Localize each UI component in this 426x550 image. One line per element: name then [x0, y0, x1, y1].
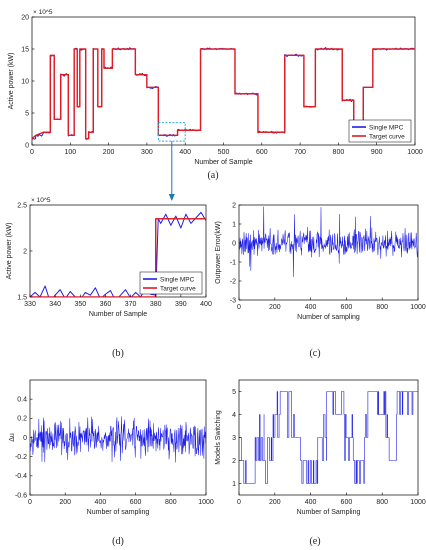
y-tick-label: -0.6 — [15, 492, 27, 499]
axis-exponent-label: × 10^5 — [33, 9, 53, 16]
x-tick-label: 0 — [237, 304, 241, 311]
x-tick-label: 380 — [150, 301, 162, 308]
x-tick-label: 1000 — [410, 499, 426, 506]
panel-b-chart: 330 340 350 360 370 380 390 400 1.5 2 2.5 Number of… — [6, 197, 212, 318]
x-tick-label: 200 — [269, 304, 281, 311]
y-tick-label: 1 — [232, 481, 236, 488]
panel-label-e: (e) — [309, 536, 320, 547]
panel-label-d: (d) — [112, 536, 124, 547]
y-tick-label: 20 — [21, 14, 29, 21]
target-curve-line — [32, 48, 415, 140]
y-axis-label: Active power (kW) — [8, 53, 15, 110]
error-series-line — [239, 206, 418, 277]
y-tick-label: 0.4 — [17, 397, 27, 404]
x-tick-label: 600 — [341, 499, 353, 506]
y-tick-label: 5 — [232, 389, 236, 396]
y-tick-label: 0 — [232, 240, 236, 247]
y-tick-label: 1 — [232, 221, 236, 228]
x-tick-label: 350 — [74, 301, 86, 308]
panel-d-chart: 0 200 400 600 800 1000 -0.6 -0.4 -0.2 0 0.2 0.4 Numb… — [9, 379, 214, 516]
x-tick-label: 400 — [305, 499, 317, 506]
plot-area — [238, 204, 419, 301]
plot-area — [238, 379, 419, 496]
panel-a-chart: 0 100 200 300 400 500 600 700 800 900 1000 0 5 10 15 20… — [8, 9, 423, 166]
x-tick-label: 1000 — [410, 304, 426, 311]
y-tick-label: -2 — [230, 278, 236, 285]
x-axis-label: Number of sampling — [297, 314, 360, 321]
x-tick-label: 600 — [130, 499, 142, 506]
x-tick-label: 300 — [141, 149, 153, 156]
x-axis-label: Number of sampling — [87, 509, 150, 516]
model-switching-line — [239, 391, 418, 484]
y-tick-label: -0.4 — [15, 473, 27, 480]
x-tick-label: 200 — [269, 499, 281, 506]
x-tick-label: 700 — [294, 149, 306, 156]
y-axis-label: Active power (kW) — [6, 223, 13, 280]
y-tick-label: 15 — [21, 46, 29, 53]
x-tick-label: 0 — [30, 149, 34, 156]
panel-label-a: (a) — [207, 170, 218, 181]
x-tick-label: 600 — [341, 304, 353, 311]
x-axis-label: Number of Sample — [89, 311, 147, 318]
x-tick-label: 0 — [28, 499, 32, 506]
legend-label: Target curve — [160, 285, 196, 292]
x-axis-label: Number of Sampling — [297, 509, 361, 516]
x-tick-label: 390 — [175, 301, 187, 308]
x-tick-label: 800 — [333, 149, 345, 156]
zoom-arrow-head — [168, 194, 175, 201]
x-tick-label: 600 — [256, 149, 268, 156]
panel-label-c: (c) — [309, 348, 320, 359]
y-tick-label: 4 — [232, 412, 236, 419]
y-tick-label: 0.2 — [17, 416, 27, 423]
y-tick-label: 5 — [25, 110, 29, 117]
x-tick-label: 400 — [95, 499, 107, 506]
x-tick-label: 900 — [371, 149, 383, 156]
x-tick-label: 0 — [237, 499, 241, 506]
x-tick-label: 200 — [59, 499, 71, 506]
x-tick-label: 100 — [64, 149, 76, 156]
x-tick-label: 800 — [376, 304, 388, 311]
y-axis-label: Δu — [9, 433, 16, 442]
y-tick-label: -3 — [230, 297, 236, 304]
y-tick-label: 2 — [23, 248, 27, 255]
x-tick-label: 1000 — [407, 149, 423, 156]
single-mpc-line — [30, 211, 206, 297]
y-tick-label: 10 — [21, 78, 29, 85]
y-tick-label: 0 — [25, 142, 29, 149]
y-tick-label: 2 — [232, 202, 236, 209]
y-tick-label: -0.2 — [15, 454, 27, 461]
y-tick-label: 0 — [23, 435, 27, 442]
x-tick-label: 360 — [100, 301, 112, 308]
x-tick-label: 400 — [200, 301, 212, 308]
x-tick-label: 800 — [376, 499, 388, 506]
x-tick-label: 200 — [103, 149, 115, 156]
x-tick-label: 400 — [179, 149, 191, 156]
zoom-box — [157, 122, 186, 142]
y-tick-label: 2.5 — [17, 202, 27, 209]
x-tick-label: 1000 — [198, 499, 214, 506]
x-tick-label: 500 — [218, 149, 230, 156]
panel-label-b: (b) — [112, 348, 124, 359]
panel-c-chart: 0 200 400 600 800 1000 -3 -2 -1 0 1 2 Number of samp… — [215, 202, 426, 321]
legend-label: Single MPC — [369, 124, 404, 131]
legend-label: Single MPC — [160, 276, 195, 283]
legend-label: Target curve — [369, 133, 405, 140]
y-tick-label: 1.5 — [17, 294, 27, 301]
x-tick-label: 370 — [125, 301, 137, 308]
x-tick-label: 400 — [305, 304, 317, 311]
x-tick-label: 340 — [49, 301, 61, 308]
y-axis-label: Outpower Error(kW) — [215, 221, 222, 284]
target-curve-line — [30, 218, 206, 297]
error-series-line — [30, 416, 206, 463]
y-axis-label: Models Switching — [215, 410, 222, 465]
x-tick-label: 330 — [24, 301, 36, 308]
x-tick-label: 800 — [165, 499, 177, 506]
axis-exponent-label: × 10^5 — [31, 197, 51, 204]
panel-e-chart: 0 200 400 600 800 1000 1 2 3 4 5 Number of Sampling… — [215, 379, 426, 516]
y-tick-label: 2 — [232, 458, 236, 465]
x-axis-label: Number of Sample — [194, 159, 252, 166]
y-tick-label: -1 — [230, 259, 236, 266]
y-tick-label: 3 — [232, 435, 236, 442]
